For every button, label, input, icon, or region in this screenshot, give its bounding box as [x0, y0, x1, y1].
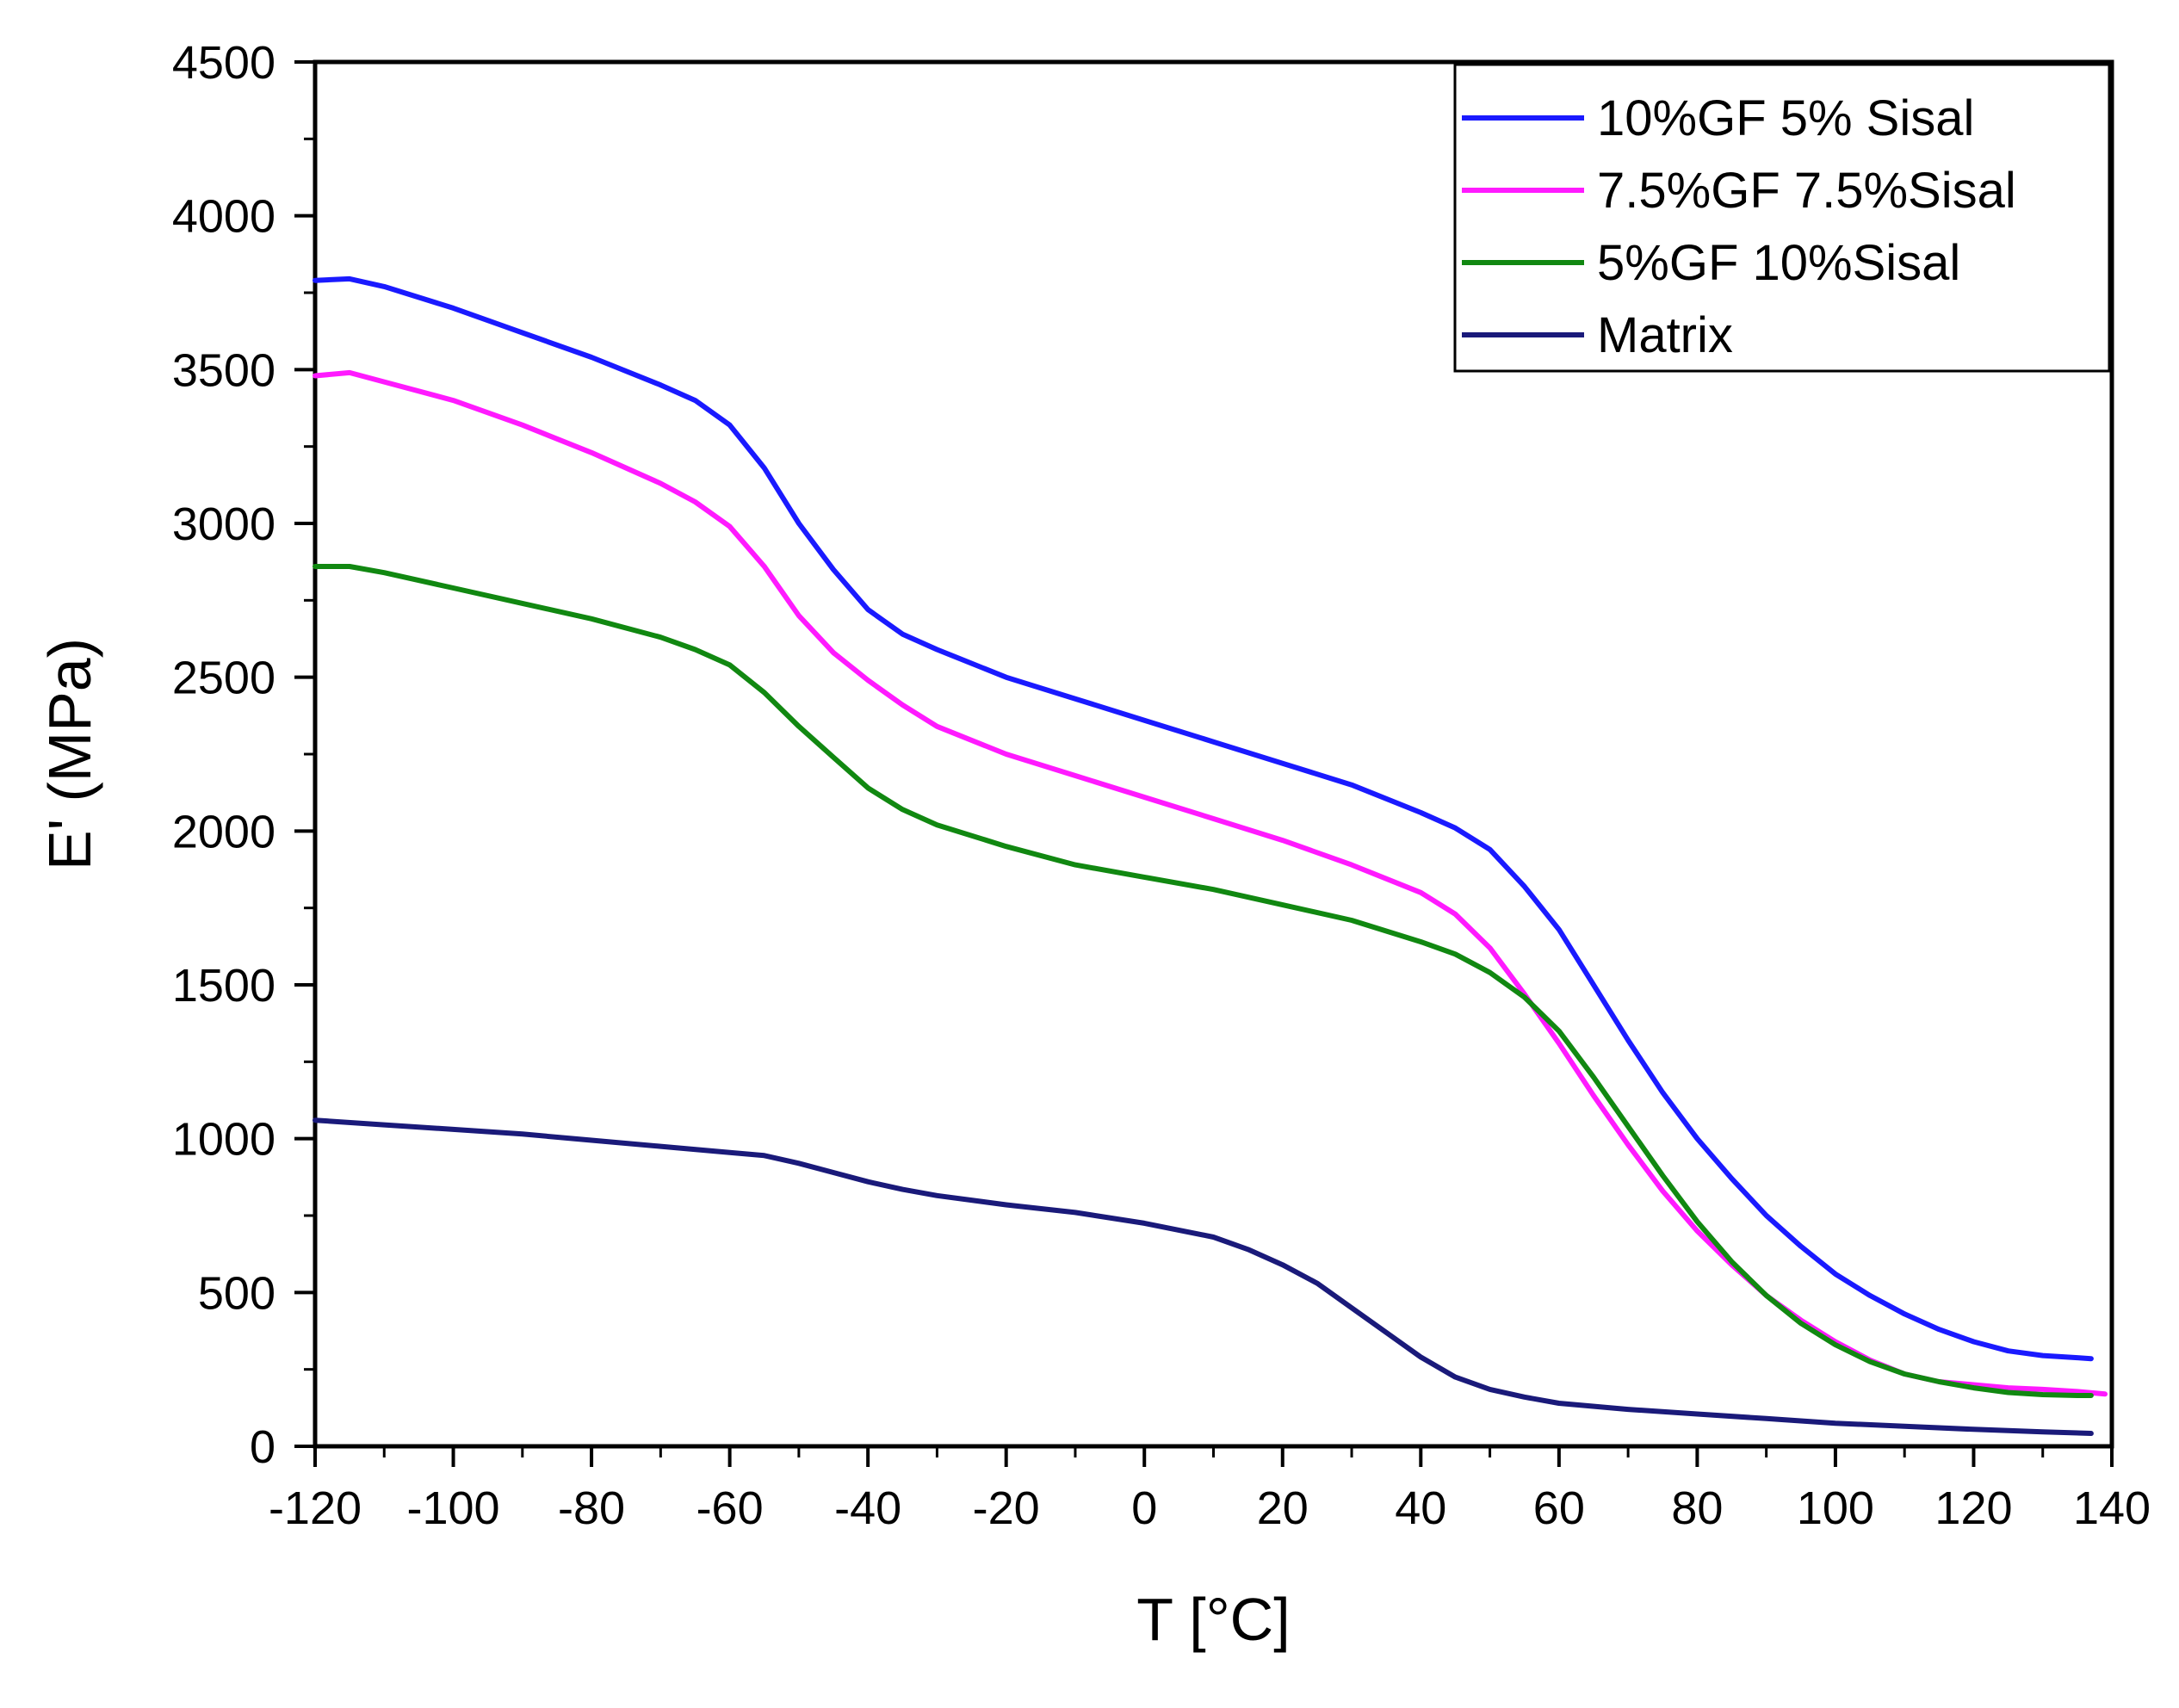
y-tick-label: 4000 [172, 191, 275, 243]
x-tick-label: 0 [1131, 1482, 1157, 1534]
y-tick-label: 3500 [172, 344, 275, 396]
y-axis-title: E' (MPa) [36, 638, 103, 870]
x-axis-title: T [°C] [1136, 1586, 1290, 1653]
y-tick-label: 1500 [172, 960, 275, 1012]
series-line [313, 564, 2094, 1398]
y-tick-label: 4500 [172, 37, 275, 89]
x-tick-label: 120 [1934, 1482, 2012, 1534]
x-tick-label: -80 [558, 1482, 625, 1534]
x-tick-label: 140 [2073, 1482, 2151, 1534]
legend-label: 7.5%GF 7.5%Sisal [1597, 163, 2016, 219]
x-tick-label: 60 [1533, 1482, 1585, 1534]
x-tick-label: -120 [269, 1482, 362, 1534]
y-tick-label: 500 [198, 1267, 275, 1319]
legend: 10%GF 5% Sisal 7.5%GF 7.5%Sisal 5%GF 10%Si… [1453, 63, 2111, 373]
x-tick-label: 40 [1395, 1482, 1446, 1534]
series-line [313, 369, 2108, 1397]
y-tick-label: 0 [250, 1421, 275, 1473]
x-tick-label: -20 [973, 1482, 1040, 1534]
x-tick-label: 20 [1257, 1482, 1309, 1534]
x-tick-label: 80 [1671, 1482, 1723, 1534]
legend-label: 5%GF 10%Sisal [1597, 235, 1960, 291]
y-tick-label: 2000 [172, 806, 275, 857]
legend-label: 10%GF 5% Sisal [1597, 90, 1974, 146]
y-axis-ticks: 0 500 1000 1500 2000 2500 3000 3500 4000 4500 [172, 37, 315, 1473]
y-tick-label: 1000 [172, 1114, 275, 1166]
series-line [313, 275, 2094, 1362]
legend-label: Matrix [1597, 307, 1733, 363]
series-line [313, 1117, 2094, 1436]
x-axis-ticks: -120 -100 -80 -60 -40 -20 0 20 40 60 80 100 120 140 [269, 1446, 2151, 1534]
series-layer [313, 275, 2108, 1436]
x-tick-label: -40 [834, 1482, 901, 1534]
x-tick-label: 100 [1797, 1482, 1874, 1534]
x-tick-label: -60 [696, 1482, 764, 1534]
y-tick-label: 2500 [172, 653, 275, 704]
x-tick-label: -100 [406, 1482, 499, 1534]
y-tick-label: 3000 [172, 498, 275, 550]
